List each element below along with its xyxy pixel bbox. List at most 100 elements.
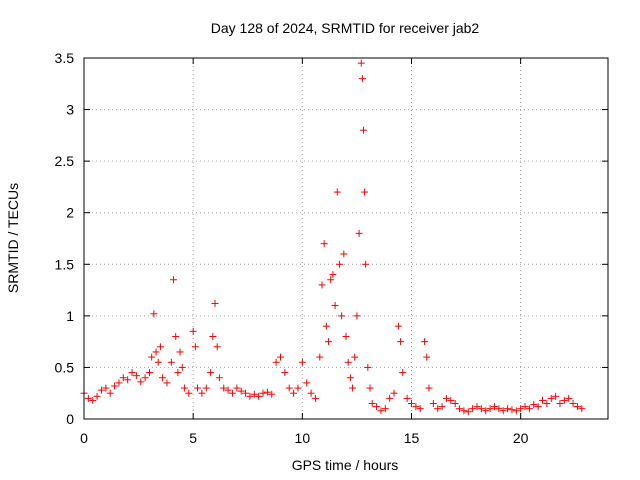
data-point — [473, 403, 481, 411]
data-point — [358, 75, 366, 83]
data-point — [277, 353, 284, 361]
data-point — [146, 369, 153, 377]
data-point — [490, 403, 498, 411]
data-point — [408, 400, 415, 408]
data-point — [163, 379, 171, 387]
data-point — [362, 260, 370, 268]
data-point — [353, 312, 361, 320]
data-point — [530, 401, 538, 409]
data-point — [390, 389, 398, 397]
x-tick-label: 15 — [404, 430, 420, 446]
chart-title: Day 128 of 2024, SRMTID for receiver jab… — [211, 20, 480, 36]
data-point — [499, 407, 507, 415]
data-point — [346, 374, 354, 382]
data-point — [521, 403, 529, 411]
data-point — [447, 396, 455, 404]
x-tick-label: 5 — [189, 430, 197, 446]
data-point — [250, 390, 258, 398]
data-point — [242, 389, 250, 397]
data-point — [335, 260, 343, 268]
data-point — [150, 310, 158, 318]
data-point — [170, 276, 178, 284]
data-point — [211, 299, 219, 307]
data-point — [178, 363, 186, 371]
data-point — [469, 405, 477, 413]
data-point — [185, 389, 193, 397]
data-point — [556, 400, 564, 408]
x-tick-label: 20 — [513, 430, 529, 446]
data-point — [303, 379, 311, 387]
data-point — [451, 400, 459, 408]
data-point — [397, 338, 405, 346]
data-point — [316, 353, 324, 361]
y-tick-label: 1.5 — [55, 256, 75, 272]
data-point — [281, 369, 289, 377]
data-point — [386, 394, 394, 402]
data-point — [89, 396, 97, 404]
y-tick-label: 0 — [66, 411, 74, 427]
data-point — [534, 403, 542, 411]
data-point — [543, 400, 551, 408]
data-point — [176, 348, 184, 356]
data-point — [318, 281, 326, 289]
data-point — [495, 405, 503, 413]
data-point — [547, 394, 555, 402]
data-point — [84, 394, 92, 402]
data-point — [421, 338, 429, 346]
data-point — [102, 384, 110, 392]
data-point — [486, 405, 494, 413]
data-point — [329, 271, 337, 279]
data-point — [148, 353, 156, 361]
data-point — [322, 322, 330, 330]
data-point — [416, 405, 424, 413]
data-point — [311, 394, 319, 402]
data-point — [565, 394, 573, 402]
data-point — [154, 358, 162, 366]
data-point — [399, 369, 407, 377]
data-point — [106, 389, 114, 397]
data-point — [272, 358, 280, 366]
data-point — [194, 384, 202, 392]
data-point — [124, 376, 132, 384]
data-point — [539, 396, 546, 404]
data-point — [381, 405, 389, 413]
data-point — [377, 407, 385, 415]
data-point — [180, 384, 188, 392]
data-point — [552, 392, 560, 400]
data-point — [224, 386, 232, 394]
data-point — [366, 384, 374, 392]
data-point — [202, 384, 210, 392]
data-point — [172, 332, 180, 340]
data-point — [573, 403, 581, 411]
y-tick-label: 2.5 — [55, 153, 75, 169]
data-point — [152, 348, 160, 356]
data-point — [213, 343, 221, 351]
data-point — [508, 406, 516, 414]
data-point — [228, 389, 236, 397]
y-tick-label: 3 — [66, 102, 74, 118]
plot-frame — [83, 57, 609, 420]
data-point — [364, 363, 372, 371]
data-point — [359, 126, 367, 134]
y-tick-label: 0.5 — [55, 359, 75, 375]
data-point — [349, 384, 357, 392]
data-point — [156, 343, 164, 351]
data-point — [429, 400, 437, 408]
data-point — [325, 338, 333, 346]
data-point — [128, 369, 136, 377]
data-point — [373, 403, 381, 411]
data-point — [263, 388, 271, 396]
data-point — [578, 405, 586, 413]
data-point — [456, 405, 464, 413]
data-point — [512, 407, 520, 415]
data-point — [355, 229, 363, 237]
data-point — [97, 386, 105, 394]
data-point — [259, 389, 267, 397]
data-point — [423, 353, 431, 361]
data-point — [198, 389, 206, 397]
data-point — [207, 369, 215, 377]
data-point — [115, 379, 123, 387]
data-point — [209, 332, 217, 340]
data-point — [233, 384, 241, 392]
data-point — [504, 405, 512, 413]
